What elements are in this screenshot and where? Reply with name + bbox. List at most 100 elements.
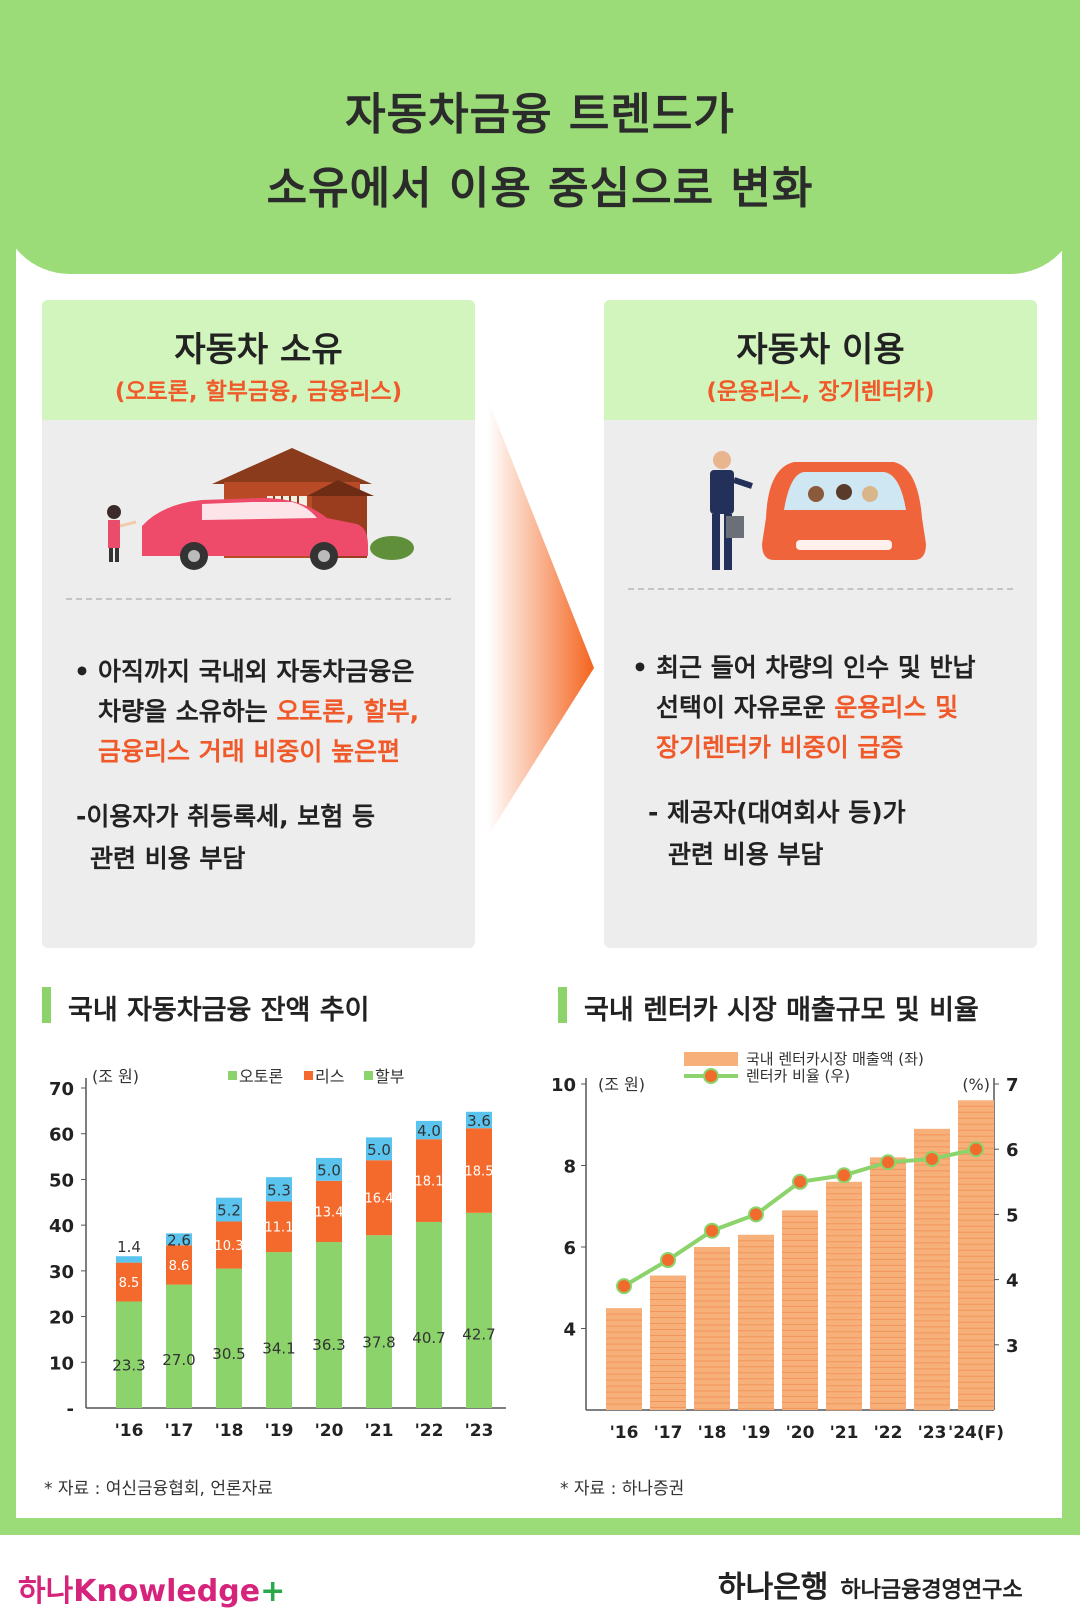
ownership-line3-accent: 금융리스 거래 비중이 높은편 — [98, 737, 401, 766]
x-tick-label: '20 — [315, 1421, 344, 1441]
y-tick-label: 70 — [49, 1079, 74, 1100]
data-label: 2.6 — [167, 1231, 191, 1249]
data-label: 30.5 — [212, 1345, 245, 1363]
page-title-line1: 자동차금융 트렌드가 — [345, 89, 735, 140]
right-tick-label: 7 — [1006, 1075, 1019, 1096]
x-tick-label: '22 — [874, 1423, 903, 1443]
legend-bar-label: 국내 렌터카시장 매출액 (좌) — [746, 1050, 924, 1068]
usage-card-header: 자동차 이용 (운용리스, 장기렌터카) — [604, 300, 1037, 420]
bar-segment — [266, 1177, 292, 1202]
x-tick-label: '23 — [918, 1423, 947, 1443]
legend-line-dot — [703, 1068, 719, 1084]
ownership-line2-accent: 오토론, 할부, — [276, 697, 420, 726]
ownership-title: 자동차 소유 — [174, 330, 343, 370]
bar-segment — [466, 1212, 492, 1408]
revenue-bar — [694, 1247, 730, 1410]
footer-bank-logo: 하나은행 하나금융경영연구소 — [718, 1562, 1023, 1606]
ratio-point — [748, 1206, 764, 1223]
bar-segment — [366, 1137, 392, 1161]
ratio-point — [924, 1150, 940, 1167]
ownership-note-line2: 관련 비용 부담 — [90, 844, 246, 873]
right-tick-label: 3 — [1006, 1336, 1019, 1357]
footer-knowledge-logo: 하나Knowledge+ — [18, 1574, 286, 1609]
revenue-bar — [738, 1234, 774, 1410]
usage-note-line1: - 제공자(대여회사 등)가 — [648, 798, 906, 827]
bar-segment — [116, 1256, 142, 1263]
bar-segment — [166, 1233, 192, 1246]
x-tick-label: '20 — [786, 1423, 815, 1443]
data-label: 8.6 — [169, 1259, 190, 1274]
bar-segment — [116, 1301, 142, 1408]
bar-segment — [216, 1268, 242, 1408]
data-label: 36.3 — [312, 1336, 345, 1354]
ratio-point — [880, 1154, 896, 1171]
auto-finance-balance-chart: 70 60 50 40 30 20 10 - (조 원) 오토론 리스 할부 23.3 8.5 1.4 '16… — [49, 1067, 506, 1441]
data-label: 1.4 — [117, 1238, 141, 1256]
x-tick-label: '19 — [265, 1421, 294, 1441]
dealer-with-car-illustration — [710, 451, 926, 570]
house-roof — [212, 448, 372, 484]
y-tick-label: - — [67, 1399, 74, 1420]
bar-segment — [366, 1235, 392, 1408]
right-unit-label: (%) — [962, 1075, 990, 1094]
ownership-subtitle: (오토론, 할부금융, 금융리스) — [114, 379, 403, 405]
x-tick-label: '19 — [742, 1423, 771, 1443]
y-unit-label: (조 원) — [92, 1067, 139, 1086]
ratio-point — [836, 1167, 852, 1184]
bar-segment — [316, 1242, 342, 1408]
bar-segment — [116, 1262, 142, 1302]
right-tick-label: 6 — [1006, 1140, 1019, 1161]
right-tick-label: 5 — [1006, 1205, 1019, 1226]
y-tick-label: 40 — [49, 1216, 74, 1237]
ratio-point — [660, 1252, 676, 1269]
left-unit-label: (조 원) — [598, 1075, 645, 1094]
bar-segment — [416, 1120, 442, 1140]
left-section-marker — [42, 987, 51, 1023]
legend-line-label: 렌터카 비율 (우) — [746, 1067, 850, 1085]
revenue-bar — [782, 1210, 818, 1410]
right-chart-source: * 자료 : 하나증권 — [560, 1479, 685, 1499]
ratio-point — [616, 1278, 632, 1295]
left-chart-title: 국내 자동차금융 잔액 추이 — [68, 995, 370, 1026]
revenue-bar — [606, 1308, 642, 1410]
x-tick-label: '23 — [465, 1421, 494, 1441]
ratio-point — [968, 1141, 984, 1158]
usage-note-line2: 관련 비용 부담 — [668, 840, 824, 869]
data-label: 42.7 — [462, 1326, 495, 1344]
bush — [370, 536, 414, 560]
bar-segment — [216, 1221, 242, 1269]
bar-segment — [416, 1221, 442, 1408]
left-chart-source: * 자료 : 여신금융협회, 언론자료 — [44, 1479, 273, 1499]
left-tick-label: 6 — [563, 1238, 576, 1259]
data-label: 5.2 — [217, 1202, 241, 1220]
x-tick-label: '18 — [698, 1423, 727, 1443]
dealer — [713, 451, 731, 469]
usage-subtitle: (운용리스, 장기렌터카) — [706, 379, 935, 405]
legend-swatch — [304, 1071, 313, 1080]
bar-segment — [366, 1160, 392, 1236]
bar-segment — [266, 1252, 292, 1408]
ownership-note-line1: -이용자가 취등록세, 보험 등 — [76, 802, 375, 831]
data-label: 5.3 — [267, 1181, 291, 1199]
hana-bank-name: 하나은행 — [718, 1570, 829, 1605]
data-label: 27.0 — [162, 1351, 195, 1369]
legend-label: 리스 — [315, 1067, 344, 1086]
right-chart-title: 국내 렌터카 시장 매출규모 및 비율 — [584, 995, 979, 1026]
bar-segment — [466, 1111, 492, 1129]
ownership-line1: 아직까지 국내외 자동차금융은 — [98, 657, 415, 686]
x-tick-label: '21 — [365, 1421, 394, 1441]
x-tick-label: '18 — [215, 1421, 244, 1441]
usage-card: 자동차 이용 (운용리스, 장기렌터카) • 최근 들어 차량의 인수 및 반납… — [604, 300, 1037, 948]
usage-line2-accent: 운용리스 및 — [834, 693, 959, 722]
page-title-line2: 소유에서 이용 중심으로 변화 — [266, 163, 814, 214]
bar-segment — [216, 1197, 242, 1222]
data-label: 23.3 — [112, 1357, 145, 1375]
data-label: 40.7 — [412, 1329, 445, 1347]
y-tick-label: 20 — [49, 1308, 74, 1329]
bar-segment — [316, 1157, 342, 1181]
x-tick-label: '21 — [830, 1423, 859, 1443]
legend-swatch — [364, 1071, 373, 1080]
ratio-point — [792, 1173, 808, 1190]
data-label: 4.0 — [417, 1122, 441, 1140]
bar-segment — [416, 1139, 442, 1222]
